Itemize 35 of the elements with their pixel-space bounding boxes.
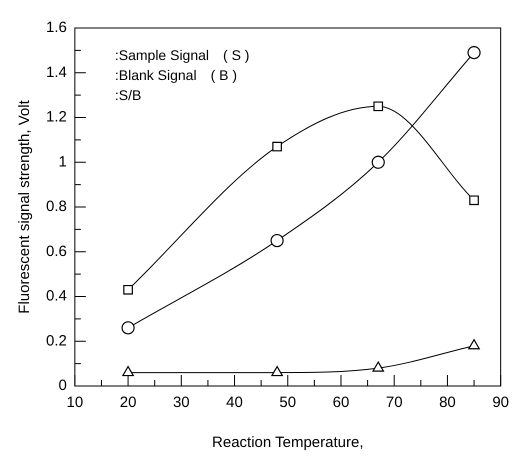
- y-tick-label: 0.6: [46, 242, 67, 260]
- x-tick-label: 70: [386, 394, 403, 412]
- x-tick-label: 50: [279, 394, 296, 412]
- annotation: :S/B: [114, 86, 142, 103]
- point: [373, 101, 384, 112]
- point: [271, 366, 283, 376]
- point: [121, 321, 135, 334]
- x-tick-label: 10: [66, 394, 84, 412]
- point: [467, 46, 481, 60]
- x-tick-label: 40: [226, 394, 243, 412]
- x-tick-label: 30: [172, 394, 190, 412]
- y-tick-label: 0: [58, 377, 67, 394]
- point: [272, 142, 282, 152]
- annotation: :Sample Signal ( S ): [114, 46, 250, 63]
- x-tick-label: 90: [492, 394, 509, 412]
- y-tick-label: 1.2: [46, 108, 67, 126]
- x-axis-title: Reaction Temperature,: [212, 434, 364, 452]
- y-tick-label: 0.2: [46, 332, 67, 350]
- y-tick-label: 1: [58, 153, 67, 170]
- x-tick-label: 80: [439, 394, 456, 412]
- annotation: :Blank Signal ( B ): [114, 66, 238, 83]
- x-tick-label: 60: [332, 394, 350, 412]
- point: [123, 284, 133, 295]
- y-tick-label: 1.6: [46, 19, 67, 36]
- point: [469, 195, 479, 206]
- y-tick-label: 0.4: [46, 288, 67, 305]
- y-axis-title: Fluorescent signal strength, Volt: [16, 99, 34, 314]
- point: [270, 234, 284, 248]
- y-tick-label: 1.4: [46, 64, 67, 81]
- point: [122, 366, 134, 376]
- point: [372, 362, 384, 372]
- y-tick-label: 0.8: [46, 198, 67, 216]
- point: [468, 339, 480, 350]
- point: [372, 156, 385, 169]
- x-tick-label: 20: [120, 394, 136, 412]
